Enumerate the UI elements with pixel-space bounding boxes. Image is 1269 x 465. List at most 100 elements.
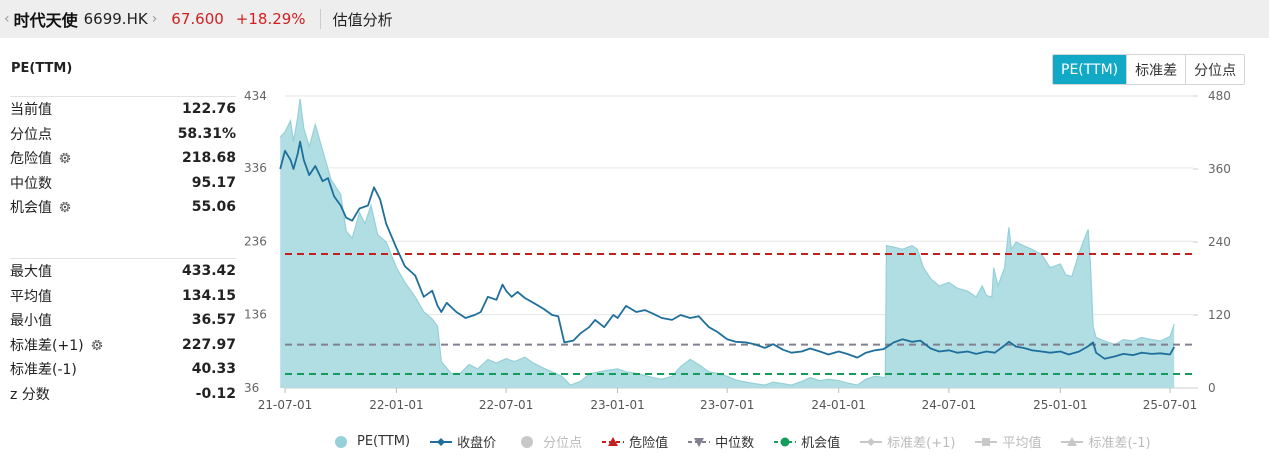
stat-value: 36.57 <box>191 312 236 329</box>
metric-tabs: PE(TTM) 标准差 分位点 <box>1052 54 1246 85</box>
legend-item[interactable]: 分位点 <box>516 432 582 451</box>
stat-label: 中位数 <box>10 175 52 192</box>
legend-item[interactable]: 危险值 <box>602 432 668 451</box>
stat-value: 40.33 <box>191 361 236 378</box>
tab-std-dev[interactable]: 标准差 <box>1126 55 1186 84</box>
x-axis-tick-label: 24-01-01 <box>811 398 865 412</box>
stat-row: 标准差(+1) 227.97 <box>10 333 236 358</box>
right-axis-tick-label: 240 <box>1208 235 1231 249</box>
legend-marker-icon <box>688 437 711 447</box>
stats-list-bottom: 最大值 433.42 平均值 134.15 最小值 36.57 标准差(+1) 227.97 标… <box>10 259 236 406</box>
legend-item[interactable]: PE(TTM) <box>330 434 410 449</box>
left-axis-tick-label: 136 <box>244 308 267 322</box>
left-axis-tick-label: 236 <box>244 234 267 248</box>
legend-label: 分位点 <box>543 436 583 451</box>
legend-item[interactable]: 标准差(+1) <box>860 432 955 451</box>
stat-value: 134.15 <box>181 287 236 304</box>
right-axis-tick-label: 360 <box>1208 162 1231 176</box>
stock-name: 时代天使 <box>13 11 78 30</box>
stat-row: 分位点 58.31% <box>10 122 236 147</box>
left-axis-tick-label: 36 <box>244 381 259 395</box>
stock-price: 67.600 <box>171 10 224 28</box>
stat-value: -0.12 <box>195 385 236 402</box>
stat-value: 95.17 <box>191 174 236 191</box>
stat-value: 122.76 <box>181 101 236 118</box>
legend-label: 标准差(-1) <box>1088 436 1151 451</box>
stat-label: z 分数 <box>10 386 50 403</box>
legend-item[interactable]: 收盘价 <box>430 432 496 451</box>
legend-label: 收盘价 <box>457 436 497 451</box>
right-axis-tick-label: 120 <box>1208 308 1231 322</box>
stat-row: 标准差(-1) 40.33 <box>10 357 236 382</box>
stat-row: 机会值 55.06 <box>10 195 236 220</box>
stat-row: 最小值 36.57 <box>10 308 236 333</box>
stat-label: 危险值 <box>10 151 52 168</box>
stat-label: 平均值 <box>10 288 52 305</box>
tab-pe-ttm[interactable]: PE(TTM) <box>1053 55 1127 84</box>
stat-label: 分位点 <box>10 126 52 143</box>
stat-row: 危险值 218.68 <box>10 146 236 171</box>
pe-ttm-area <box>280 98 1175 389</box>
panel-title: PE(TTM) <box>11 61 73 76</box>
right-axis-tick-label: 0 <box>1208 381 1216 395</box>
stats-list-top: 当前值 122.76 分位点 58.31% 危险值 218.68 中位数 95.17 机会值 55… <box>10 97 236 220</box>
header-divider <box>319 9 321 29</box>
legend-item[interactable]: 机会值 <box>774 432 840 451</box>
stat-label: 标准差(+1) <box>10 337 84 354</box>
x-axis-tick-label: 25-01-01 <box>1033 398 1087 412</box>
stat-value: 218.68 <box>181 150 236 167</box>
x-axis-tick-label: 22-01-01 <box>369 398 423 412</box>
stat-row: z 分数 -0.12 <box>10 382 236 407</box>
legend-marker-icon <box>430 437 453 446</box>
left-axis-tick-label: 336 <box>244 161 267 175</box>
legend-marker-icon <box>860 437 883 446</box>
legend-marker-icon <box>521 435 534 448</box>
legend-marker-icon <box>602 436 625 446</box>
back-chevron-icon[interactable]: ‹ <box>4 11 10 27</box>
stat-value: 58.31% <box>177 125 236 142</box>
stats-divider-middle <box>10 258 236 259</box>
legend-item[interactable]: 平均值 <box>975 432 1041 451</box>
legend-label: 平均值 <box>1002 436 1042 451</box>
x-axis-tick-label: 24-07-01 <box>922 398 976 412</box>
x-axis-tick-label: 22-07-01 <box>479 398 533 412</box>
section-title: 估值分析 <box>332 10 393 29</box>
stat-row: 中位数 95.17 <box>10 171 236 196</box>
legend-item[interactable]: 标准差(-1) <box>1061 432 1151 451</box>
stat-label: 当前值 <box>10 102 52 119</box>
right-axis-tick-label: 480 <box>1208 89 1231 103</box>
stat-row: 最大值 433.42 <box>10 259 236 284</box>
legend-label: 危险值 <box>629 436 669 451</box>
stat-value: 55.06 <box>191 199 236 216</box>
gear-icon[interactable] <box>58 151 72 165</box>
chart-legend: PE(TTM) 收盘价 分位点 危险值 中位数 机会值 标准差(+1) 平均值 标准差(-1) <box>330 432 1171 451</box>
header-bar: ‹ 时代天使 6699.HK › 67.600 +18.29% 估值分析 <box>0 0 1269 38</box>
legend-label: 中位数 <box>715 436 755 451</box>
gear-icon[interactable] <box>58 200 72 214</box>
stat-row: 平均值 134.15 <box>10 284 236 309</box>
legend-marker-icon <box>335 435 347 448</box>
legend-marker-icon <box>774 437 797 446</box>
legend-marker-icon <box>1061 436 1084 446</box>
gear-icon[interactable] <box>90 338 104 352</box>
stat-value: 433.42 <box>181 263 236 280</box>
close-price-line <box>279 140 1175 360</box>
legend-label: PE(TTM) <box>357 434 411 449</box>
x-axis-tick-label: 25-07-01 <box>1143 398 1197 412</box>
legend-item[interactable]: 中位数 <box>688 432 754 451</box>
stat-value: 227.97 <box>181 336 236 353</box>
x-axis-tick-label: 23-07-01 <box>700 398 754 412</box>
stat-row: 当前值 122.76 <box>10 97 236 122</box>
left-axis-tick-label: 434 <box>244 89 267 103</box>
legend-label: 机会值 <box>801 436 841 451</box>
x-axis-tick-label: 21-07-01 <box>258 398 312 412</box>
x-axis-tick-label: 23-01-01 <box>590 398 644 412</box>
stat-label: 机会值 <box>10 200 52 217</box>
stat-label: 标准差(-1) <box>10 362 77 379</box>
price-change-percent: +18.29% <box>235 10 306 28</box>
tab-percentile[interactable]: 分位点 <box>1185 55 1245 84</box>
legend-label: 标准差(+1) <box>887 436 956 451</box>
pe-ttm-line <box>279 98 1175 386</box>
forward-chevron-icon[interactable]: › <box>151 11 158 27</box>
stats-divider-top <box>10 96 236 97</box>
